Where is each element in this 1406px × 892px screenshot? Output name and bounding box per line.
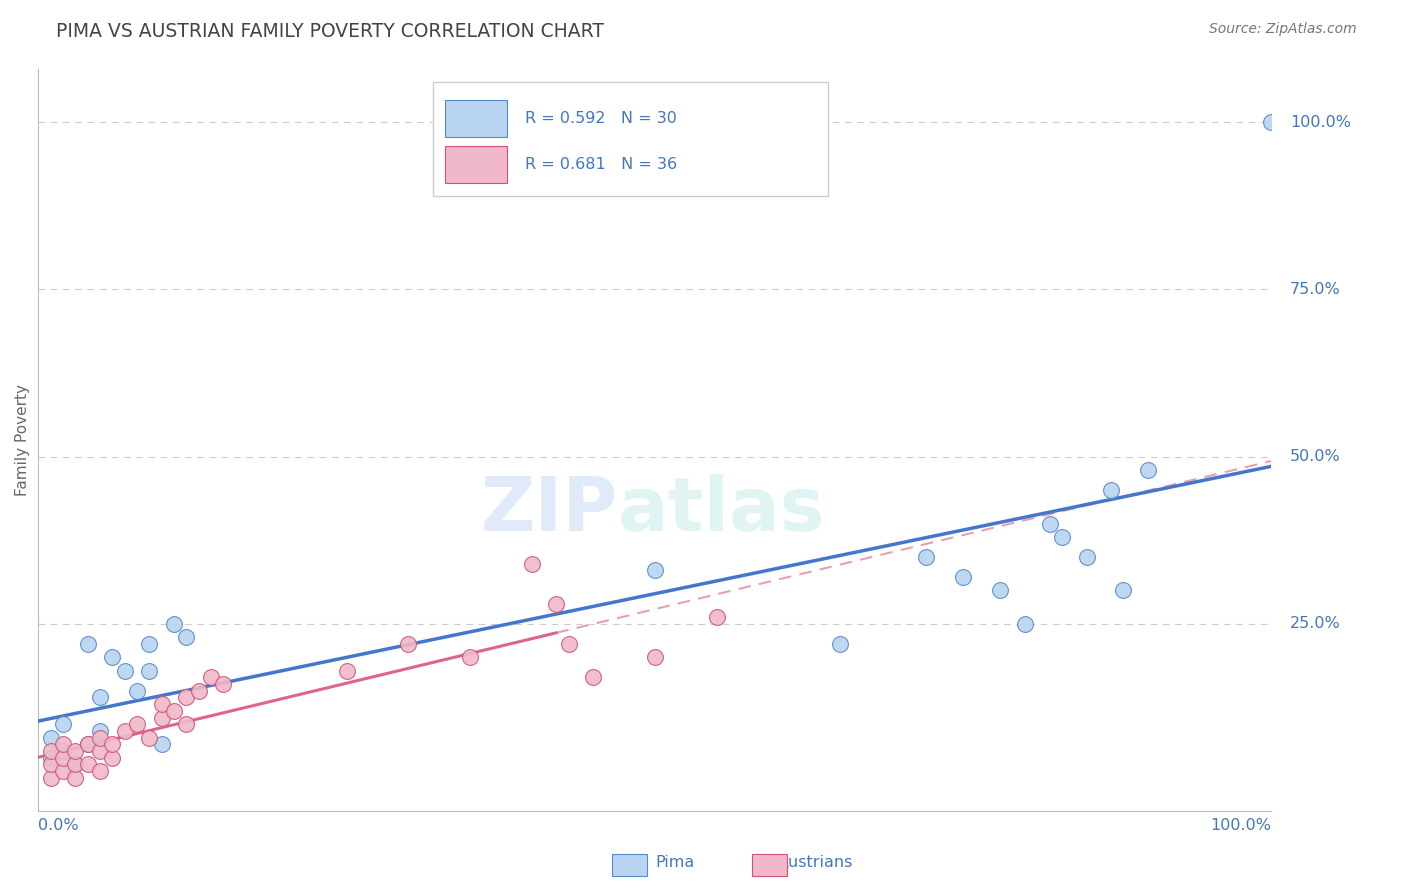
Text: Pima: Pima <box>655 855 695 870</box>
Text: PIMA VS AUSTRIAN FAMILY POVERTY CORRELATION CHART: PIMA VS AUSTRIAN FAMILY POVERTY CORRELAT… <box>56 22 605 41</box>
Point <box>458 650 481 665</box>
Text: 75.0%: 75.0% <box>1289 282 1341 297</box>
Point <box>101 737 124 751</box>
Point <box>89 731 111 745</box>
Point <box>187 683 209 698</box>
Text: 25.0%: 25.0% <box>1289 616 1341 632</box>
Point <box>89 723 111 738</box>
Point <box>65 744 87 758</box>
Text: 100.0%: 100.0% <box>1211 818 1271 833</box>
Point <box>336 664 359 678</box>
Point <box>52 750 75 764</box>
Point <box>138 664 160 678</box>
Point <box>828 637 851 651</box>
Point <box>546 597 568 611</box>
Point <box>396 637 419 651</box>
Point <box>101 750 124 764</box>
Point <box>76 737 98 751</box>
Point <box>65 757 87 772</box>
Point <box>988 583 1011 598</box>
Point <box>39 744 62 758</box>
Text: 0.0%: 0.0% <box>38 818 79 833</box>
Point <box>39 771 62 785</box>
Point <box>200 670 222 684</box>
Point <box>176 717 198 731</box>
Point <box>582 670 605 684</box>
Point <box>125 717 148 731</box>
Point <box>952 570 974 584</box>
Point <box>52 737 75 751</box>
Point <box>101 650 124 665</box>
Point <box>150 710 173 724</box>
Point <box>76 637 98 651</box>
Point <box>89 764 111 778</box>
Point <box>915 549 938 564</box>
Point <box>1038 516 1060 531</box>
Point <box>1076 549 1098 564</box>
Bar <box>446 145 508 183</box>
Point <box>644 563 666 577</box>
Point <box>39 757 62 772</box>
Point <box>163 704 186 718</box>
Point <box>114 723 136 738</box>
Point <box>163 616 186 631</box>
Y-axis label: Family Poverty: Family Poverty <box>15 384 30 496</box>
Point <box>520 557 543 571</box>
Point <box>212 677 235 691</box>
Point <box>65 771 87 785</box>
Point <box>1099 483 1122 497</box>
Point <box>644 650 666 665</box>
Point <box>76 757 98 772</box>
Point <box>150 737 173 751</box>
Point <box>39 731 62 745</box>
Text: Austrians: Austrians <box>778 855 853 870</box>
Point <box>114 664 136 678</box>
Text: ZIP: ZIP <box>481 474 617 547</box>
Point <box>52 717 75 731</box>
Point <box>89 690 111 705</box>
Text: Source: ZipAtlas.com: Source: ZipAtlas.com <box>1209 22 1357 37</box>
Point <box>138 637 160 651</box>
Point <box>1014 616 1036 631</box>
Point <box>557 637 579 651</box>
Point <box>89 744 111 758</box>
Point <box>138 731 160 745</box>
Point <box>65 757 87 772</box>
Text: R = 0.681   N = 36: R = 0.681 N = 36 <box>526 157 678 172</box>
Point <box>1050 530 1073 544</box>
Point <box>76 737 98 751</box>
Bar <box>433 82 828 195</box>
Point <box>150 697 173 711</box>
Point <box>706 610 728 624</box>
Point <box>1112 583 1135 598</box>
Point <box>39 750 62 764</box>
Bar <box>446 100 508 137</box>
Point <box>125 683 148 698</box>
Text: R = 0.592   N = 30: R = 0.592 N = 30 <box>526 112 678 127</box>
Point <box>1137 463 1160 477</box>
Point <box>176 630 198 644</box>
Point <box>176 690 198 705</box>
Point <box>52 744 75 758</box>
Point <box>1260 115 1282 129</box>
Text: 50.0%: 50.0% <box>1289 449 1341 464</box>
Text: atlas: atlas <box>617 474 825 547</box>
Text: 100.0%: 100.0% <box>1289 114 1351 129</box>
Point <box>52 764 75 778</box>
